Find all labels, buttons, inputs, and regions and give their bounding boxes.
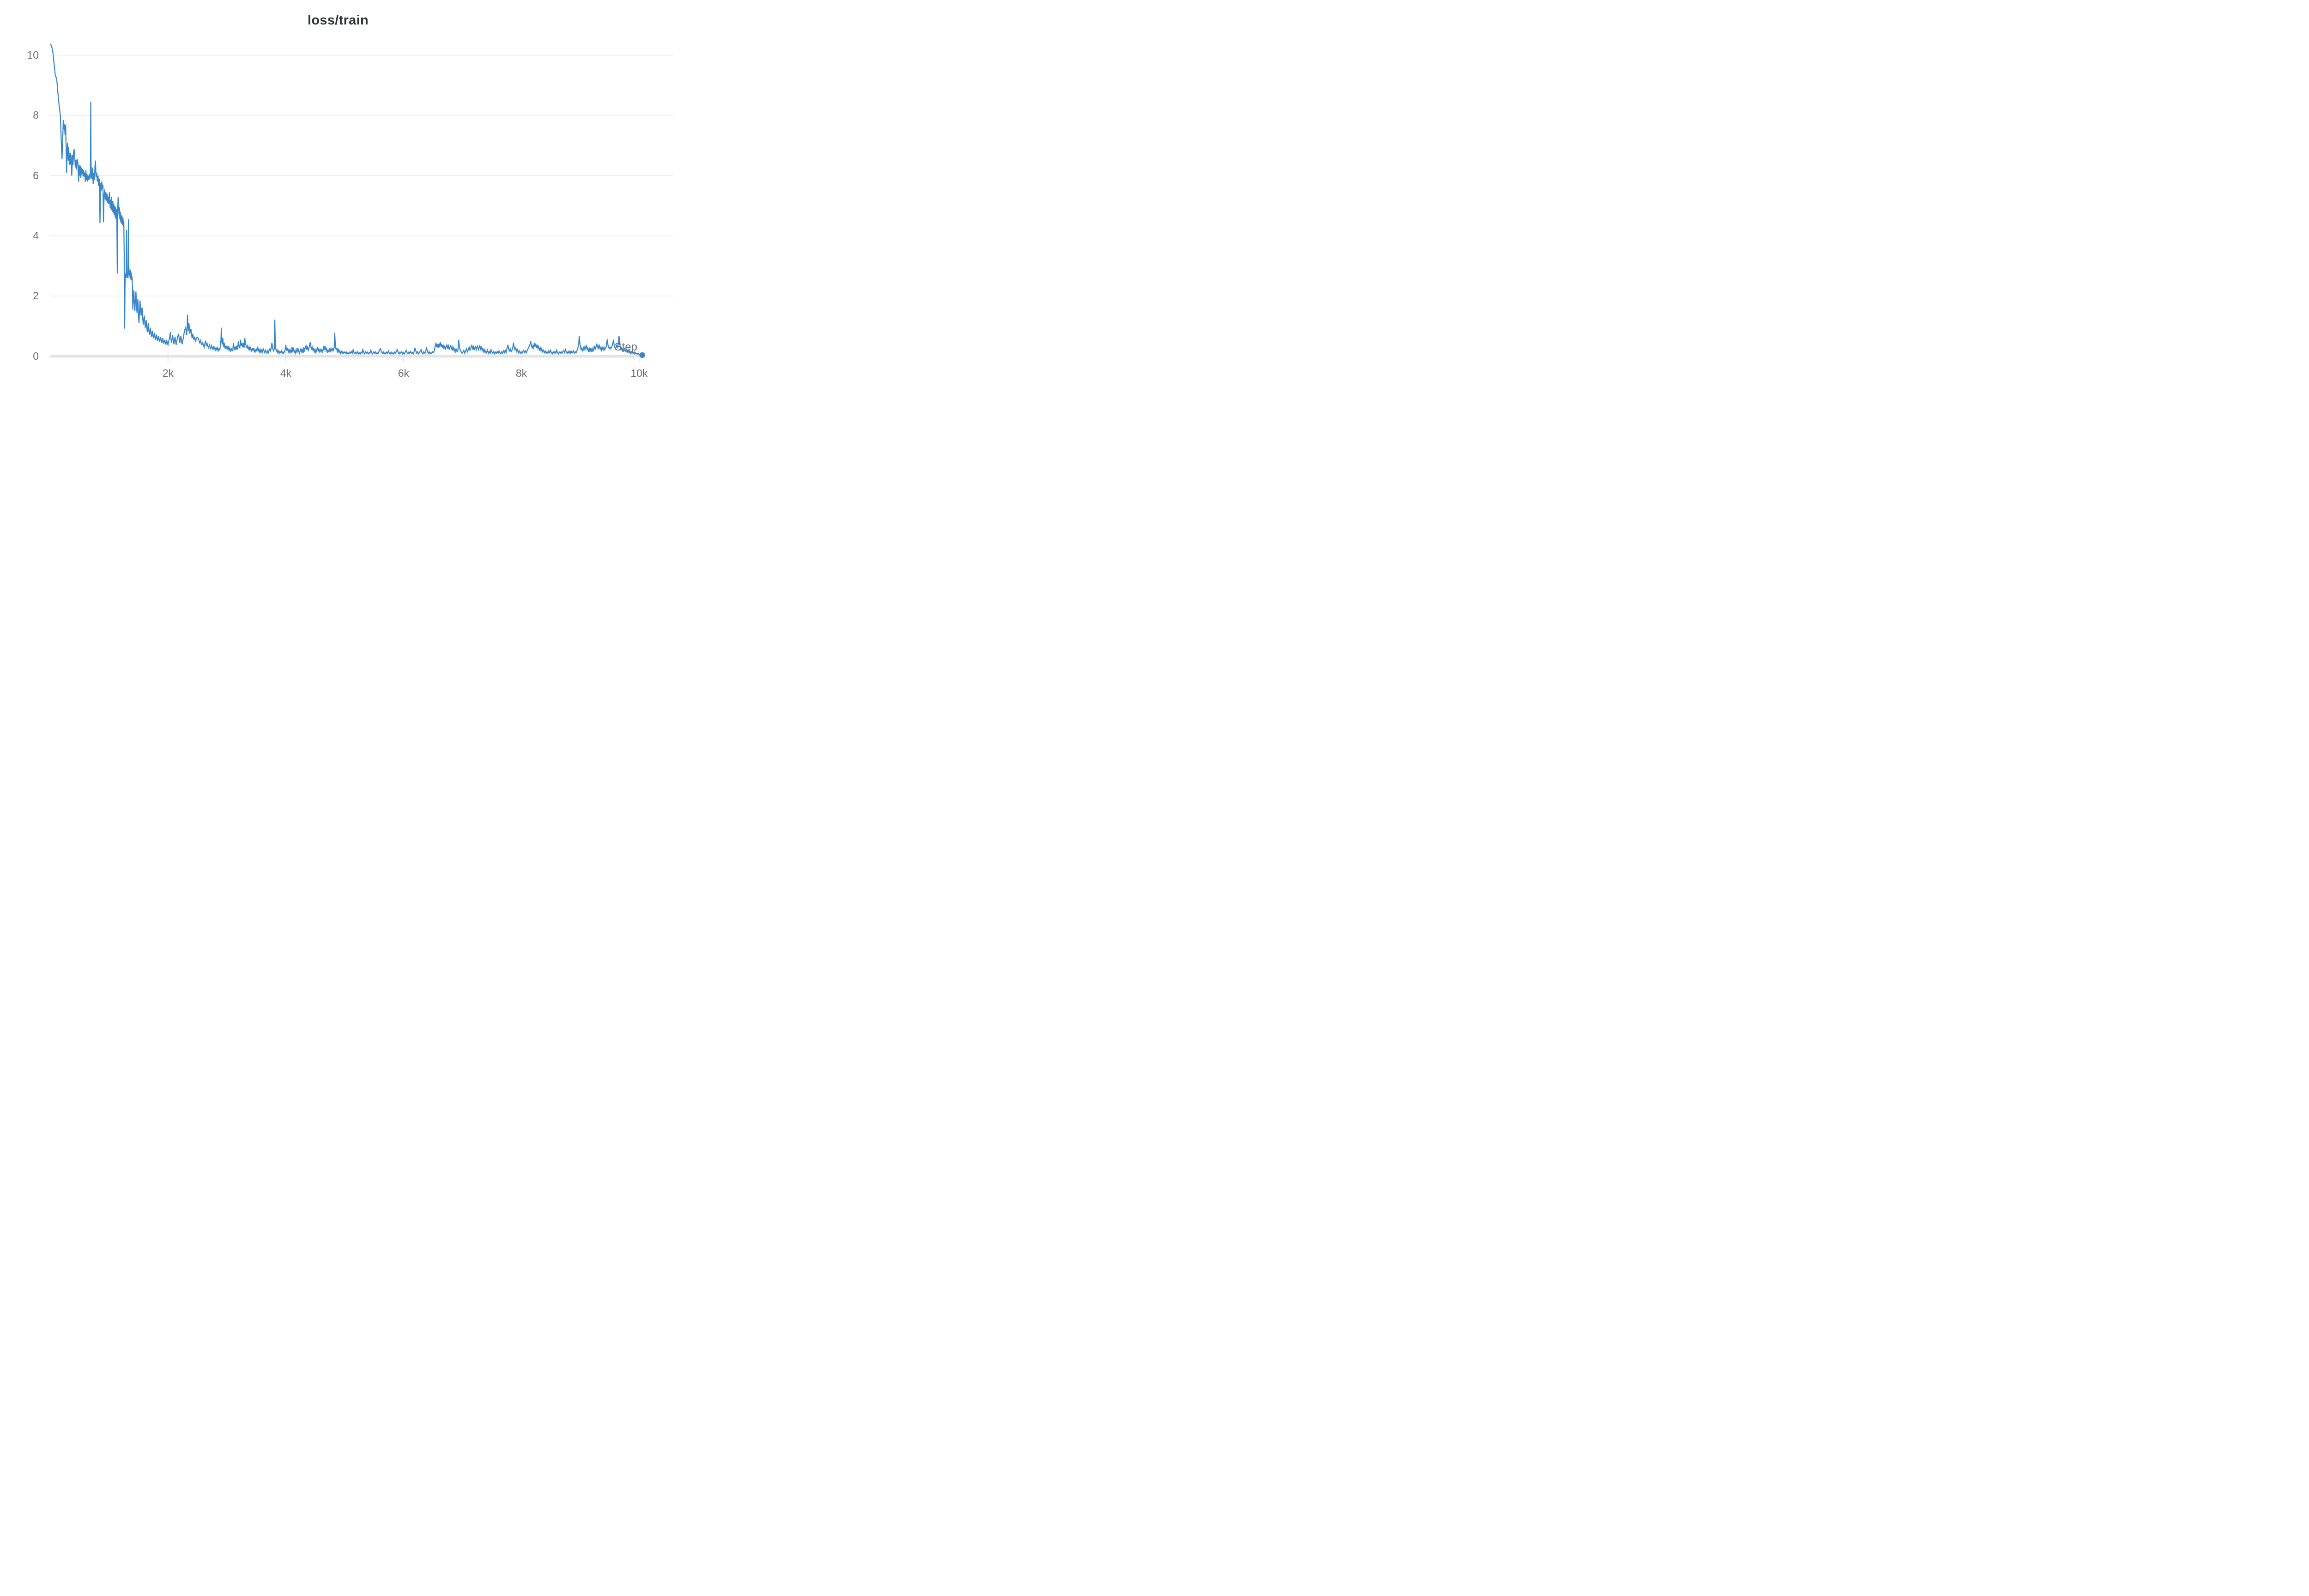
latest-point-marker [639, 352, 645, 358]
y-tick-label: 2 [33, 290, 39, 302]
y-tick-label: 4 [33, 230, 39, 242]
loss-train-line[interactable] [49, 43, 643, 356]
chart: loss/train 10 8 6 4 2 0 2k 4k 6k 8k 10k … [0, 0, 676, 399]
y-tick-label: 8 [33, 109, 39, 121]
y-tick-label: 0 [33, 350, 39, 362]
x-tick-label: 8k [515, 367, 527, 379]
y-tick-label: 6 [33, 169, 39, 181]
x-axis-name-label: Step [614, 341, 637, 353]
x-tick-label: 2k [162, 367, 174, 379]
zero-axis-bar [50, 355, 643, 358]
x-tick-label: 10k [630, 367, 648, 379]
x-tick-label: 6k [398, 367, 410, 379]
x-tick-label: 4k [280, 367, 292, 379]
y-tick-label: 10 [27, 49, 39, 61]
plot-area[interactable] [0, 0, 676, 399]
chart-title: loss/train [308, 13, 369, 28]
